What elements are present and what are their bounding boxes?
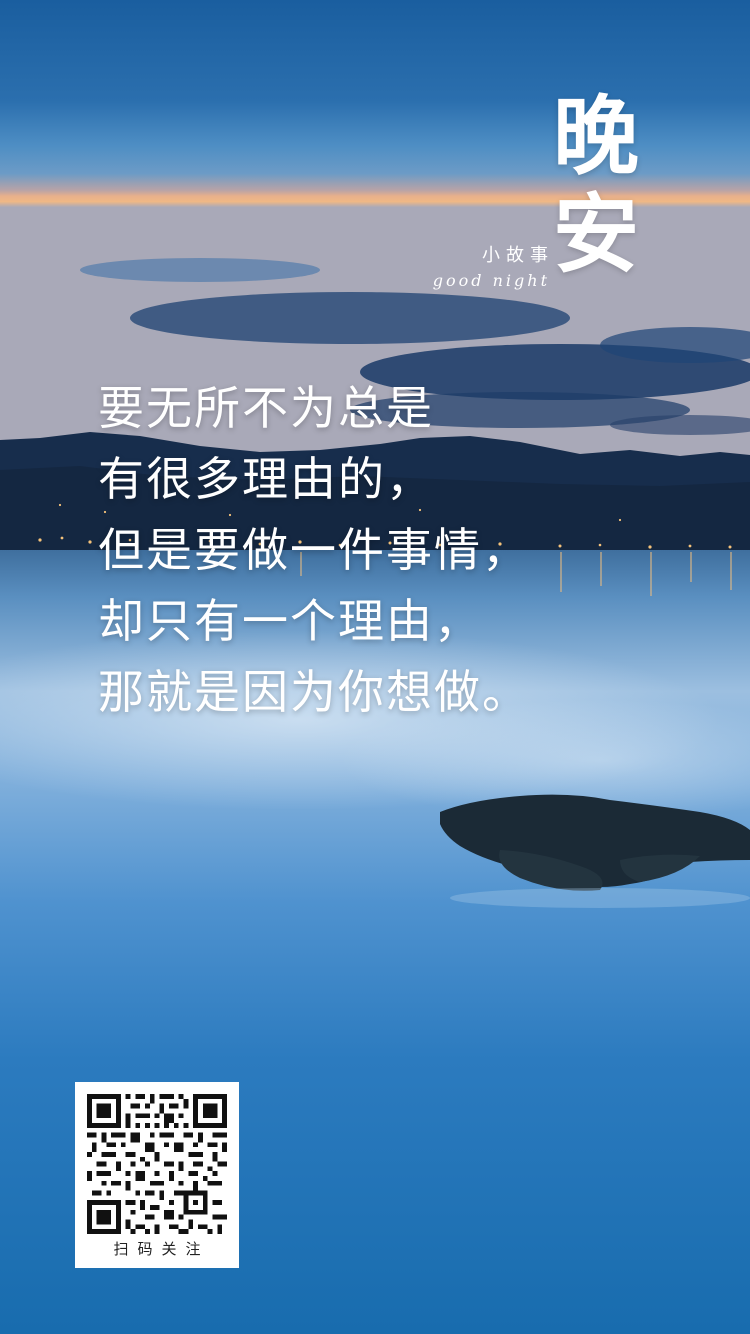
quote-line: 有很多理由的， bbox=[98, 452, 434, 506]
rock-outcrop bbox=[440, 794, 750, 908]
quote-line: 那就是因为你想做。 bbox=[98, 665, 530, 719]
qr-code-image[interactable] bbox=[87, 1094, 227, 1234]
shore-lights bbox=[38, 503, 732, 549]
quote-line: 却只有一个理由， bbox=[98, 594, 482, 648]
quote-text: 要无所不为总是 有很多理由的， 但是要做一件事情， 却只有一个理由， 那就是因为… bbox=[98, 373, 738, 728]
quote-line: 但是要做一件事情， bbox=[98, 523, 530, 577]
qr-card[interactable]: 扫码关注 bbox=[75, 1082, 239, 1268]
lake-mist-2 bbox=[340, 700, 750, 820]
subtitle-cn: 小故事 bbox=[482, 245, 554, 266]
mountain-foreground bbox=[0, 466, 750, 552]
poster-subtitle: 小故事 good night bbox=[430, 242, 550, 292]
qr-caption: 扫码关注 bbox=[113, 1240, 210, 1258]
clouds bbox=[80, 258, 750, 435]
subtitle-en: good night bbox=[432, 271, 550, 290]
title-char-wan: 晚 bbox=[553, 86, 639, 187]
quote-line: 要无所不为总是 bbox=[98, 381, 434, 435]
light-reflections bbox=[300, 552, 732, 596]
poster-title: 晚 安 bbox=[553, 88, 653, 284]
title-char-an: 安 bbox=[553, 184, 639, 285]
